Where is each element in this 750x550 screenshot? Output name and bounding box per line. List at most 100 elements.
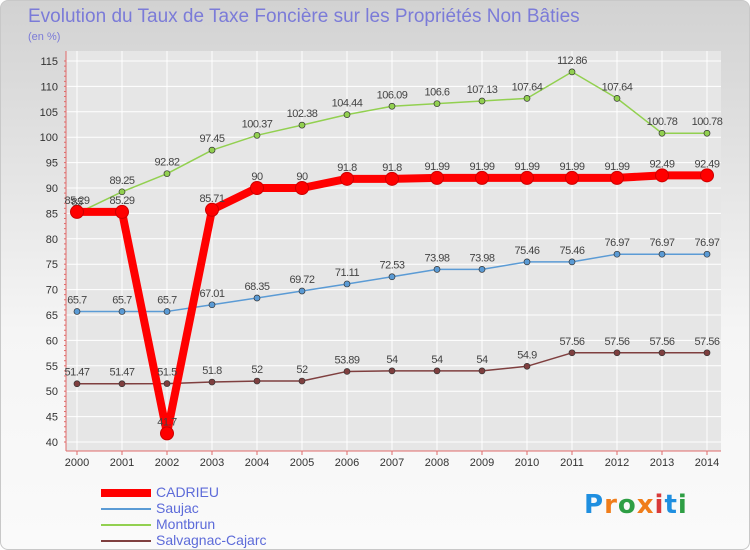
legend-label-cadrieu: CADRIEU: [156, 484, 220, 500]
data-point: [343, 368, 351, 375]
data-label: 92.49: [694, 158, 719, 170]
legend-swatch-montbrun: [101, 524, 151, 526]
data-point: [568, 68, 576, 76]
data-label: 52: [251, 364, 263, 376]
data-point: [478, 367, 486, 375]
data-point: [298, 121, 306, 129]
data-point: [430, 170, 444, 185]
data-point: [700, 168, 714, 183]
x-tick-label: 2013: [650, 457, 674, 469]
data-point: [163, 380, 171, 387]
data-point: [478, 97, 486, 105]
data-point: [115, 204, 129, 219]
x-tick-label: 2012: [605, 457, 629, 469]
chart-title: Evolution du Taux de Taxe Foncière sur l…: [28, 6, 580, 27]
x-tick-label: 2007: [380, 457, 404, 469]
data-point: [73, 308, 81, 315]
y-tick-label: 75: [46, 259, 58, 271]
data-point: [703, 129, 711, 137]
data-point: [208, 146, 216, 154]
data-point: [478, 266, 486, 273]
data-label: 107.13: [467, 84, 498, 96]
x-tick-label: 2011: [560, 457, 584, 469]
data-label: 51.47: [109, 367, 134, 379]
logo-letter: t: [664, 490, 678, 520]
data-point: [613, 349, 621, 357]
data-label: 57.56: [694, 336, 719, 348]
data-point: [523, 95, 531, 102]
legend-label-montbrun: Montbrun: [156, 516, 216, 532]
data-point: [658, 349, 666, 357]
data-label: 57.56: [559, 336, 584, 348]
data-point: [433, 266, 441, 273]
data-point: [388, 367, 396, 375]
data-point: [703, 250, 711, 258]
data-point: [568, 349, 576, 357]
legend-label-saujac: Saujac: [156, 500, 199, 516]
data-label: 57.56: [649, 336, 674, 348]
data-point: [73, 380, 81, 388]
chart-subtitle: (en %): [28, 31, 61, 43]
x-tick-label: 2009: [470, 457, 494, 469]
data-point: [433, 367, 441, 375]
y-tick-label: 115: [40, 56, 58, 68]
x-tick-label: 2006: [335, 457, 359, 469]
data-point: [118, 380, 126, 388]
data-label: 57.56: [604, 336, 629, 348]
data-point: [475, 170, 489, 185]
x-tick-label: 2004: [245, 457, 269, 469]
data-label: 91.99: [559, 161, 584, 173]
data-label: 100.37: [242, 118, 273, 130]
data-label: 91.99: [469, 161, 494, 173]
x-tick-label: 2002: [155, 457, 179, 469]
data-point: [655, 168, 669, 183]
data-label: 107.64: [512, 81, 543, 93]
y-tick-label: 100: [40, 132, 58, 144]
data-point: [388, 102, 396, 110]
y-tick-label: 40: [46, 437, 58, 449]
x-tick-label: 2008: [425, 457, 449, 469]
data-label: 91.8: [382, 162, 402, 174]
data-point: [523, 362, 531, 370]
logo-letter: i: [654, 490, 665, 520]
data-label: 90: [296, 171, 308, 183]
data-label: 85.29: [64, 195, 89, 207]
data-label: 97.45: [199, 133, 224, 145]
legend-swatch-cadrieu: [101, 489, 151, 497]
y-tick-label: 90: [46, 183, 58, 195]
data-point: [658, 250, 666, 258]
y-tick-label: 110: [40, 81, 58, 93]
data-point: [298, 287, 306, 295]
data-label: 104.44: [332, 98, 363, 110]
data-point: [520, 170, 534, 185]
logo-letter: o: [617, 490, 637, 520]
data-point: [253, 131, 261, 139]
data-label: 72.53: [379, 260, 404, 272]
x-tick-label: 2000: [65, 457, 89, 469]
data-label: 91.8: [337, 162, 357, 174]
data-label: 68.35: [244, 281, 269, 293]
data-label: 76.97: [694, 237, 719, 249]
data-point: [295, 181, 309, 195]
data-point: [298, 377, 306, 385]
data-point: [523, 258, 531, 266]
x-tick-label: 2014: [695, 457, 719, 469]
data-label: 106.6: [424, 87, 449, 99]
data-label: 75.46: [514, 245, 539, 257]
data-label: 53.89: [334, 354, 359, 366]
data-label: 92.49: [649, 158, 674, 170]
data-label: 65.7: [157, 294, 177, 306]
y-tick-label: 95: [46, 158, 58, 170]
data-label: 85.29: [109, 195, 134, 207]
data-label: 69.72: [289, 274, 314, 286]
data-label: 85.71: [199, 193, 224, 205]
data-label: 89.25: [109, 175, 134, 187]
x-tick-label: 2005: [290, 457, 314, 469]
data-point: [343, 111, 351, 118]
y-tick-label: 70: [46, 285, 58, 297]
data-point: [118, 188, 126, 196]
data-point: [208, 378, 216, 386]
data-label: 90: [251, 171, 263, 183]
data-label: 91.99: [604, 161, 629, 173]
data-label: 54: [431, 354, 443, 366]
